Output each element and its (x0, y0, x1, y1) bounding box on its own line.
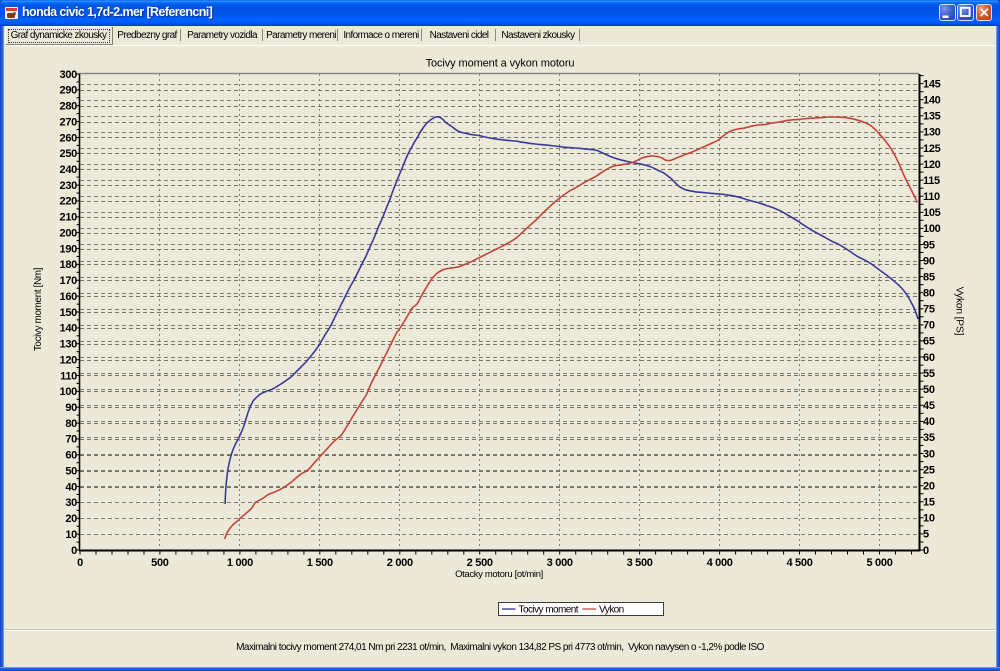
svg-text:70: 70 (923, 320, 935, 332)
svg-text:Vykon [PS]: Vykon [PS] (954, 287, 965, 336)
svg-text:85: 85 (923, 271, 935, 283)
svg-text:25: 25 (923, 464, 935, 476)
svg-text:240: 240 (60, 164, 78, 176)
svg-text:20: 20 (923, 481, 935, 493)
svg-text:260: 260 (60, 132, 78, 144)
svg-text:100: 100 (60, 386, 78, 398)
svg-text:2 000: 2 000 (387, 557, 413, 569)
svg-text:130: 130 (60, 339, 78, 351)
svg-text:1 000: 1 000 (227, 557, 253, 569)
svg-text:40: 40 (923, 416, 935, 428)
svg-text:120: 120 (923, 159, 941, 171)
svg-text:65: 65 (923, 336, 935, 348)
svg-text:220: 220 (60, 196, 78, 208)
svg-text:50: 50 (65, 466, 77, 478)
svg-text:75: 75 (923, 304, 935, 316)
svg-text:130: 130 (923, 127, 941, 139)
svg-text:230: 230 (60, 180, 78, 192)
svg-text:4 500: 4 500 (786, 557, 812, 569)
svg-text:135: 135 (923, 111, 941, 123)
svg-text:Tocivy moment: Tocivy moment (519, 605, 579, 616)
svg-text:280: 280 (60, 101, 78, 113)
svg-text:90: 90 (65, 402, 77, 414)
svg-text:110: 110 (923, 191, 940, 203)
svg-text:3 000: 3 000 (547, 557, 573, 569)
svg-text:190: 190 (60, 243, 78, 255)
svg-text:70: 70 (65, 434, 77, 446)
svg-text:Tocivy moment [Nm]: Tocivy moment [Nm] (33, 267, 44, 351)
svg-text:10: 10 (65, 529, 77, 541)
svg-text:90: 90 (923, 255, 935, 267)
svg-text:10: 10 (923, 513, 935, 525)
svg-text:290: 290 (60, 85, 78, 97)
svg-text:0: 0 (77, 557, 83, 569)
svg-text:140: 140 (60, 323, 78, 335)
svg-text:120: 120 (60, 354, 78, 366)
svg-text:80: 80 (65, 418, 77, 430)
svg-text:Otacky motoru [ot/min]: Otacky motoru [ot/min] (455, 569, 543, 580)
svg-text:150: 150 (60, 307, 78, 319)
svg-text:5 000: 5 000 (866, 557, 892, 569)
svg-text:30: 30 (65, 497, 77, 509)
svg-text:55: 55 (923, 368, 935, 380)
svg-text:500: 500 (151, 557, 169, 569)
svg-text:40: 40 (65, 481, 77, 493)
svg-text:20: 20 (65, 513, 77, 525)
svg-text:180: 180 (60, 259, 78, 271)
svg-text:80: 80 (923, 288, 935, 300)
svg-text:210: 210 (60, 212, 78, 224)
svg-text:250: 250 (60, 148, 78, 160)
svg-text:140: 140 (923, 95, 941, 107)
svg-text:2 500: 2 500 (467, 557, 493, 569)
svg-text:15: 15 (923, 497, 935, 509)
svg-text:200: 200 (60, 228, 78, 240)
svg-text:105: 105 (923, 207, 941, 219)
svg-text:270: 270 (60, 116, 78, 128)
svg-text:35: 35 (923, 432, 935, 444)
svg-text:125: 125 (923, 143, 941, 155)
svg-text:4 000: 4 000 (707, 557, 733, 569)
svg-text:50: 50 (923, 384, 935, 396)
svg-text:160: 160 (60, 291, 78, 303)
svg-text:Tocivy moment a vykon motoru: Tocivy moment a vykon motoru (426, 58, 575, 70)
svg-text:0: 0 (923, 545, 929, 557)
svg-text:45: 45 (923, 400, 935, 412)
svg-text:100: 100 (923, 223, 941, 235)
svg-text:0: 0 (71, 545, 77, 557)
svg-text:60: 60 (65, 450, 77, 462)
svg-text:Vykon: Vykon (599, 605, 624, 616)
svg-text:30: 30 (923, 448, 935, 460)
svg-text:300: 300 (60, 69, 78, 81)
svg-text:3 500: 3 500 (627, 557, 653, 569)
svg-text:95: 95 (923, 239, 935, 251)
svg-text:170: 170 (60, 275, 78, 287)
svg-text:145: 145 (923, 78, 941, 90)
svg-text:60: 60 (923, 352, 935, 364)
svg-text:1 500: 1 500 (307, 557, 333, 569)
svg-text:115: 115 (923, 175, 940, 187)
svg-text:5: 5 (923, 529, 929, 541)
svg-text:110: 110 (60, 370, 77, 382)
